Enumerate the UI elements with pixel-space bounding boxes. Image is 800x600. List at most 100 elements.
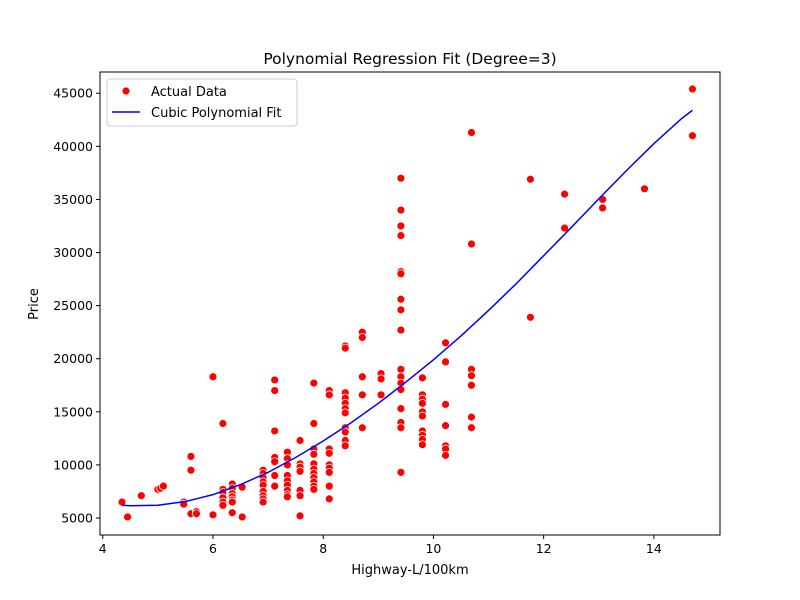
data-point: [467, 371, 476, 381]
x-tick-label: 8: [319, 541, 327, 556]
data-point: [396, 231, 406, 240]
data-point: [467, 128, 476, 137]
data-point: [227, 497, 237, 507]
y-tick-label: 15000: [53, 404, 93, 419]
data-point: [340, 343, 350, 353]
data-point: [467, 239, 476, 249]
data-point: [324, 467, 334, 477]
data-point: [396, 404, 406, 414]
data-point: [295, 436, 305, 445]
data-point: [396, 205, 406, 215]
data-point: [441, 399, 450, 409]
data-point: [282, 492, 292, 502]
data-point: [208, 510, 218, 520]
x-axis-label: Highway-L/100km: [351, 563, 468, 578]
data-point: [441, 421, 450, 431]
data-point: [270, 375, 280, 385]
data-point: [396, 364, 406, 374]
data-point: [417, 411, 427, 421]
data-point: [441, 450, 450, 460]
data-point: [270, 471, 280, 480]
data-point: [688, 84, 697, 94]
data-point: [526, 312, 535, 322]
data-point: [309, 484, 319, 494]
data-point: [357, 372, 367, 382]
y-tick-label: 40000: [53, 139, 93, 154]
x-axis: 4 6 8 10 12 14: [99, 535, 662, 556]
data-point: [357, 390, 367, 400]
data-point: [417, 398, 427, 408]
data-point: [270, 426, 280, 436]
data-point: [270, 481, 280, 491]
data-point: [123, 512, 132, 522]
data-point: [441, 357, 450, 367]
data-point: [340, 441, 350, 451]
data-point: [396, 467, 406, 477]
data-point: [467, 423, 476, 433]
data-point: [441, 338, 450, 348]
data-point: [309, 419, 319, 428]
data-point: [295, 491, 305, 501]
data-point: [295, 466, 305, 476]
data-point: [324, 390, 334, 400]
y-tick-label: 10000: [53, 457, 93, 472]
data-point: [396, 305, 406, 315]
data-point: [357, 423, 367, 433]
legend: Actual Data Cubic Polynomial Fit: [106, 78, 298, 127]
data-point: [396, 423, 406, 433]
data-point: [324, 448, 334, 458]
data-point: [467, 380, 476, 390]
plot-frame: [99, 71, 721, 536]
data-point: [324, 481, 334, 491]
data-point: [309, 449, 319, 459]
data-point: [340, 427, 350, 437]
data-point: [237, 512, 247, 522]
data-point: [396, 221, 406, 231]
legend-box: [106, 78, 298, 127]
y-tick-label: 20000: [53, 351, 93, 366]
data-point: [467, 412, 476, 422]
y-tick-label: 25000: [53, 298, 93, 313]
x-tick-label: 14: [646, 541, 662, 556]
chart-title: Polynomial Regression Fit (Degree=3): [263, 50, 556, 68]
data-point: [340, 408, 350, 418]
y-tick-label: 45000: [53, 86, 93, 101]
data-point: [526, 174, 535, 184]
data-point: [357, 333, 367, 342]
y-axis-label: Price: [27, 288, 42, 320]
y-tick-label: 30000: [53, 245, 93, 260]
x-tick-label: 10: [425, 541, 441, 556]
data-point: [136, 491, 146, 501]
data-point: [117, 497, 127, 507]
data-point: [309, 378, 319, 388]
data-point: [598, 195, 608, 204]
data-point: [218, 419, 228, 428]
data-point: [396, 325, 406, 335]
plot-marks: [117, 84, 697, 522]
data-point: [417, 373, 427, 383]
data-point: [258, 497, 268, 507]
data-point: [560, 189, 569, 199]
data-point: [295, 511, 305, 521]
data-point: [640, 184, 649, 194]
y-axis: 5000 10000 15000 20000 25000 30000 35000 40000 4…: [53, 86, 100, 526]
data-point: [560, 223, 569, 233]
data-point: [270, 457, 280, 467]
data-point: [186, 465, 196, 475]
y-tick-label: 5000: [61, 511, 93, 526]
data-point: [417, 440, 427, 450]
data-point: [598, 203, 608, 213]
data-point: [688, 131, 697, 141]
data-point: [186, 452, 196, 461]
data-point: [218, 500, 228, 510]
data-point: [396, 269, 406, 279]
fit-line: [121, 109, 693, 507]
data-point: [270, 386, 280, 395]
data-point: [376, 374, 386, 384]
data-point: [376, 390, 386, 400]
x-tick-label: 4: [99, 541, 107, 556]
data-point: [158, 481, 168, 491]
legend-label-cubic-fit: Cubic Polynomial Fit: [151, 106, 282, 121]
x-tick-label: 12: [536, 541, 552, 556]
